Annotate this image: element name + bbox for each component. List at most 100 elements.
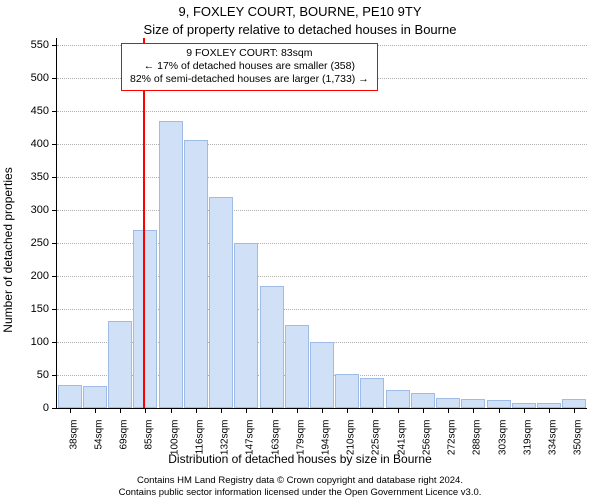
y-tick-label: 200 — [9, 270, 49, 282]
x-tick-mark — [221, 408, 222, 413]
y-gridline — [57, 144, 587, 145]
x-tick-mark — [448, 408, 449, 413]
reference-info-box: 9 FOXLEY COURT: 83sqm← 17% of detached h… — [121, 43, 378, 91]
y-tick-mark — [52, 243, 57, 244]
histogram-bar — [234, 243, 258, 408]
y-tick-mark — [52, 111, 57, 112]
y-tick-mark — [52, 276, 57, 277]
x-tick-label: 179sqm — [295, 420, 306, 456]
x-tick-mark — [423, 408, 424, 413]
histogram-bar — [83, 386, 107, 408]
y-tick-mark — [52, 309, 57, 310]
x-tick-label: 38sqm — [68, 420, 79, 450]
histogram-bar — [487, 400, 511, 408]
histogram-bar — [159, 121, 183, 408]
x-tick-label: 288sqm — [472, 420, 483, 456]
x-tick-mark — [524, 408, 525, 413]
footer-line-1: Contains HM Land Registry data © Crown c… — [137, 475, 463, 486]
plot-area: 05010015020025030035040045050055038sqm54… — [56, 38, 587, 409]
histogram-bar — [108, 321, 132, 408]
x-tick-label: 225sqm — [371, 420, 382, 456]
histogram-bar — [360, 378, 384, 408]
x-tick-label: 163sqm — [270, 420, 281, 456]
y-tick-mark — [52, 177, 57, 178]
chart-container: { "title": "9, FOXLEY COURT, BOURNE, PE1… — [0, 0, 600, 500]
chart-title: 9, FOXLEY COURT, BOURNE, PE10 9TY — [0, 4, 600, 19]
histogram-bar — [310, 342, 334, 408]
x-tick-label: 303sqm — [497, 420, 508, 456]
info-box-line: 9 FOXLEY COURT: 83sqm — [130, 47, 369, 60]
histogram-bar — [335, 374, 359, 408]
y-tick-label: 350 — [9, 171, 49, 183]
x-tick-mark — [95, 408, 96, 413]
reference-line — [143, 38, 145, 408]
y-gridline — [57, 111, 587, 112]
x-tick-label: 241sqm — [396, 420, 407, 456]
x-tick-label: 194sqm — [321, 420, 332, 456]
x-tick-label: 54sqm — [93, 420, 104, 450]
x-tick-label: 85sqm — [144, 420, 155, 450]
histogram-bar — [133, 230, 157, 408]
x-tick-label: 69sqm — [119, 420, 130, 450]
y-tick-label: 550 — [9, 39, 49, 51]
x-tick-mark — [574, 408, 575, 413]
y-tick-mark — [52, 210, 57, 211]
histogram-bar — [461, 399, 485, 408]
y-tick-label: 0 — [9, 402, 49, 414]
x-tick-mark — [120, 408, 121, 413]
y-tick-label: 100 — [9, 336, 49, 348]
histogram-bar — [209, 197, 233, 408]
y-tick-mark — [52, 144, 57, 145]
x-tick-mark — [322, 408, 323, 413]
y-tick-label: 150 — [9, 303, 49, 315]
y-tick-mark — [52, 342, 57, 343]
x-tick-label: 319sqm — [522, 420, 533, 456]
footer-attribution: Contains HM Land Registry data © Crown c… — [0, 475, 600, 498]
x-tick-mark — [246, 408, 247, 413]
y-tick-label: 450 — [9, 105, 49, 117]
chart-subtitle: Size of property relative to detached ho… — [0, 22, 600, 37]
x-tick-label: 132sqm — [220, 420, 231, 456]
y-tick-label: 250 — [9, 237, 49, 249]
x-tick-mark — [473, 408, 474, 413]
histogram-bar — [184, 140, 208, 408]
histogram-bar — [285, 325, 309, 408]
x-tick-label: 100sqm — [169, 420, 180, 456]
x-tick-mark — [347, 408, 348, 413]
x-tick-label: 116sqm — [194, 420, 205, 455]
histogram-bar — [411, 393, 435, 408]
x-tick-mark — [272, 408, 273, 413]
footer-line-2: Contains public sector information licen… — [119, 487, 482, 498]
y-gridline — [57, 177, 587, 178]
x-tick-mark — [549, 408, 550, 413]
histogram-bar — [260, 286, 284, 408]
y-tick-label: 500 — [9, 72, 49, 84]
y-gridline — [57, 210, 587, 211]
y-tick-mark — [52, 45, 57, 46]
x-tick-mark — [196, 408, 197, 413]
x-tick-mark — [70, 408, 71, 413]
x-tick-label: 256sqm — [421, 420, 432, 456]
x-tick-label: 272sqm — [447, 420, 458, 456]
x-tick-label: 334sqm — [548, 420, 559, 456]
info-box-line: ← 17% of detached houses are smaller (35… — [130, 60, 369, 73]
x-tick-mark — [372, 408, 373, 413]
histogram-bar — [436, 398, 460, 408]
x-tick-mark — [145, 408, 146, 413]
x-tick-label: 350sqm — [573, 420, 584, 456]
info-box-line: 82% of semi-detached houses are larger (… — [130, 73, 369, 86]
x-tick-mark — [398, 408, 399, 413]
x-tick-label: 147sqm — [245, 420, 256, 456]
x-axis-label: Distribution of detached houses by size … — [168, 452, 432, 466]
y-tick-label: 400 — [9, 138, 49, 150]
x-tick-mark — [171, 408, 172, 413]
x-tick-label: 210sqm — [346, 420, 357, 456]
y-tick-mark — [52, 78, 57, 79]
y-tick-label: 50 — [9, 369, 49, 381]
histogram-bar — [386, 390, 410, 409]
x-tick-mark — [297, 408, 298, 413]
y-tick-mark — [52, 375, 57, 376]
histogram-bar — [58, 385, 82, 408]
y-tick-label: 300 — [9, 204, 49, 216]
x-tick-mark — [499, 408, 500, 413]
